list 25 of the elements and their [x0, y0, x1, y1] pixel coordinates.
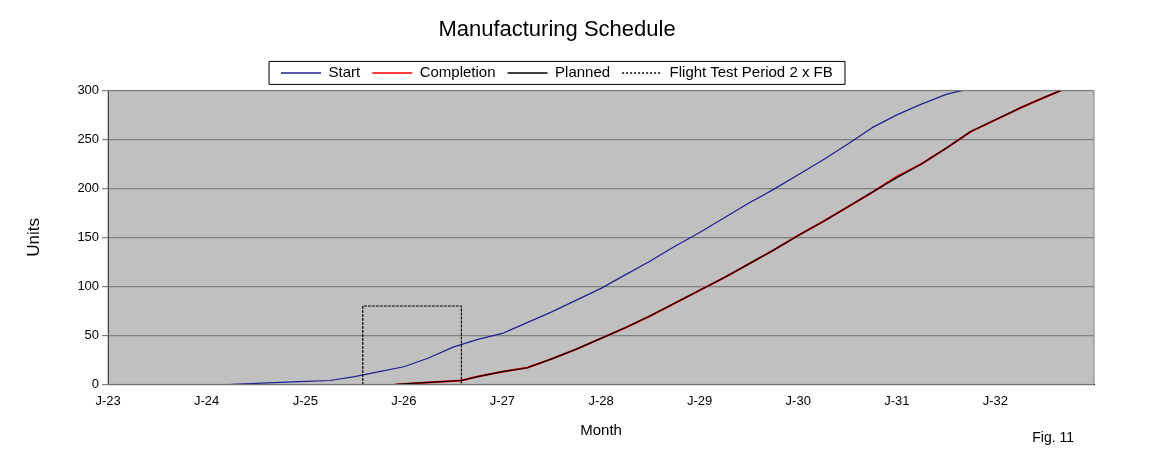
x-tick-label: J-28: [588, 392, 614, 408]
x-axis-title: Month: [580, 421, 622, 439]
legend-label: Completion: [419, 63, 496, 81]
y-tick-label: 250: [77, 130, 100, 146]
x-tick-label: J-29: [686, 392, 713, 408]
x-tick-label: J-32: [982, 392, 1009, 408]
x-tick-label: J-26: [391, 392, 417, 408]
y-tick-label: 300: [77, 81, 100, 97]
x-tick-label: J-27: [489, 392, 516, 408]
x-tick-label: J-30: [785, 392, 811, 408]
caption: Fig. 11: [1032, 428, 1075, 445]
x-tick-label: J-25: [292, 392, 318, 408]
y-tick-label: 150: [77, 228, 100, 244]
y-tick-label: 100: [77, 277, 100, 293]
x-tick-label: J-31: [884, 392, 910, 408]
y-tick-label: 0: [91, 375, 100, 391]
y-tick-label: 200: [77, 179, 100, 195]
legend-label: Flight Test Period 2 x FB: [669, 63, 833, 81]
x-tick-label: J-23: [95, 392, 121, 408]
legend-label: Start: [328, 63, 362, 81]
y-tick-label: 50: [84, 326, 100, 342]
chart-title: Manufacturing Schedule: [438, 16, 676, 42]
legend-label: Planned: [555, 63, 611, 81]
x-tick-label: J-24: [194, 392, 220, 408]
y-axis-title: Units: [23, 218, 43, 257]
